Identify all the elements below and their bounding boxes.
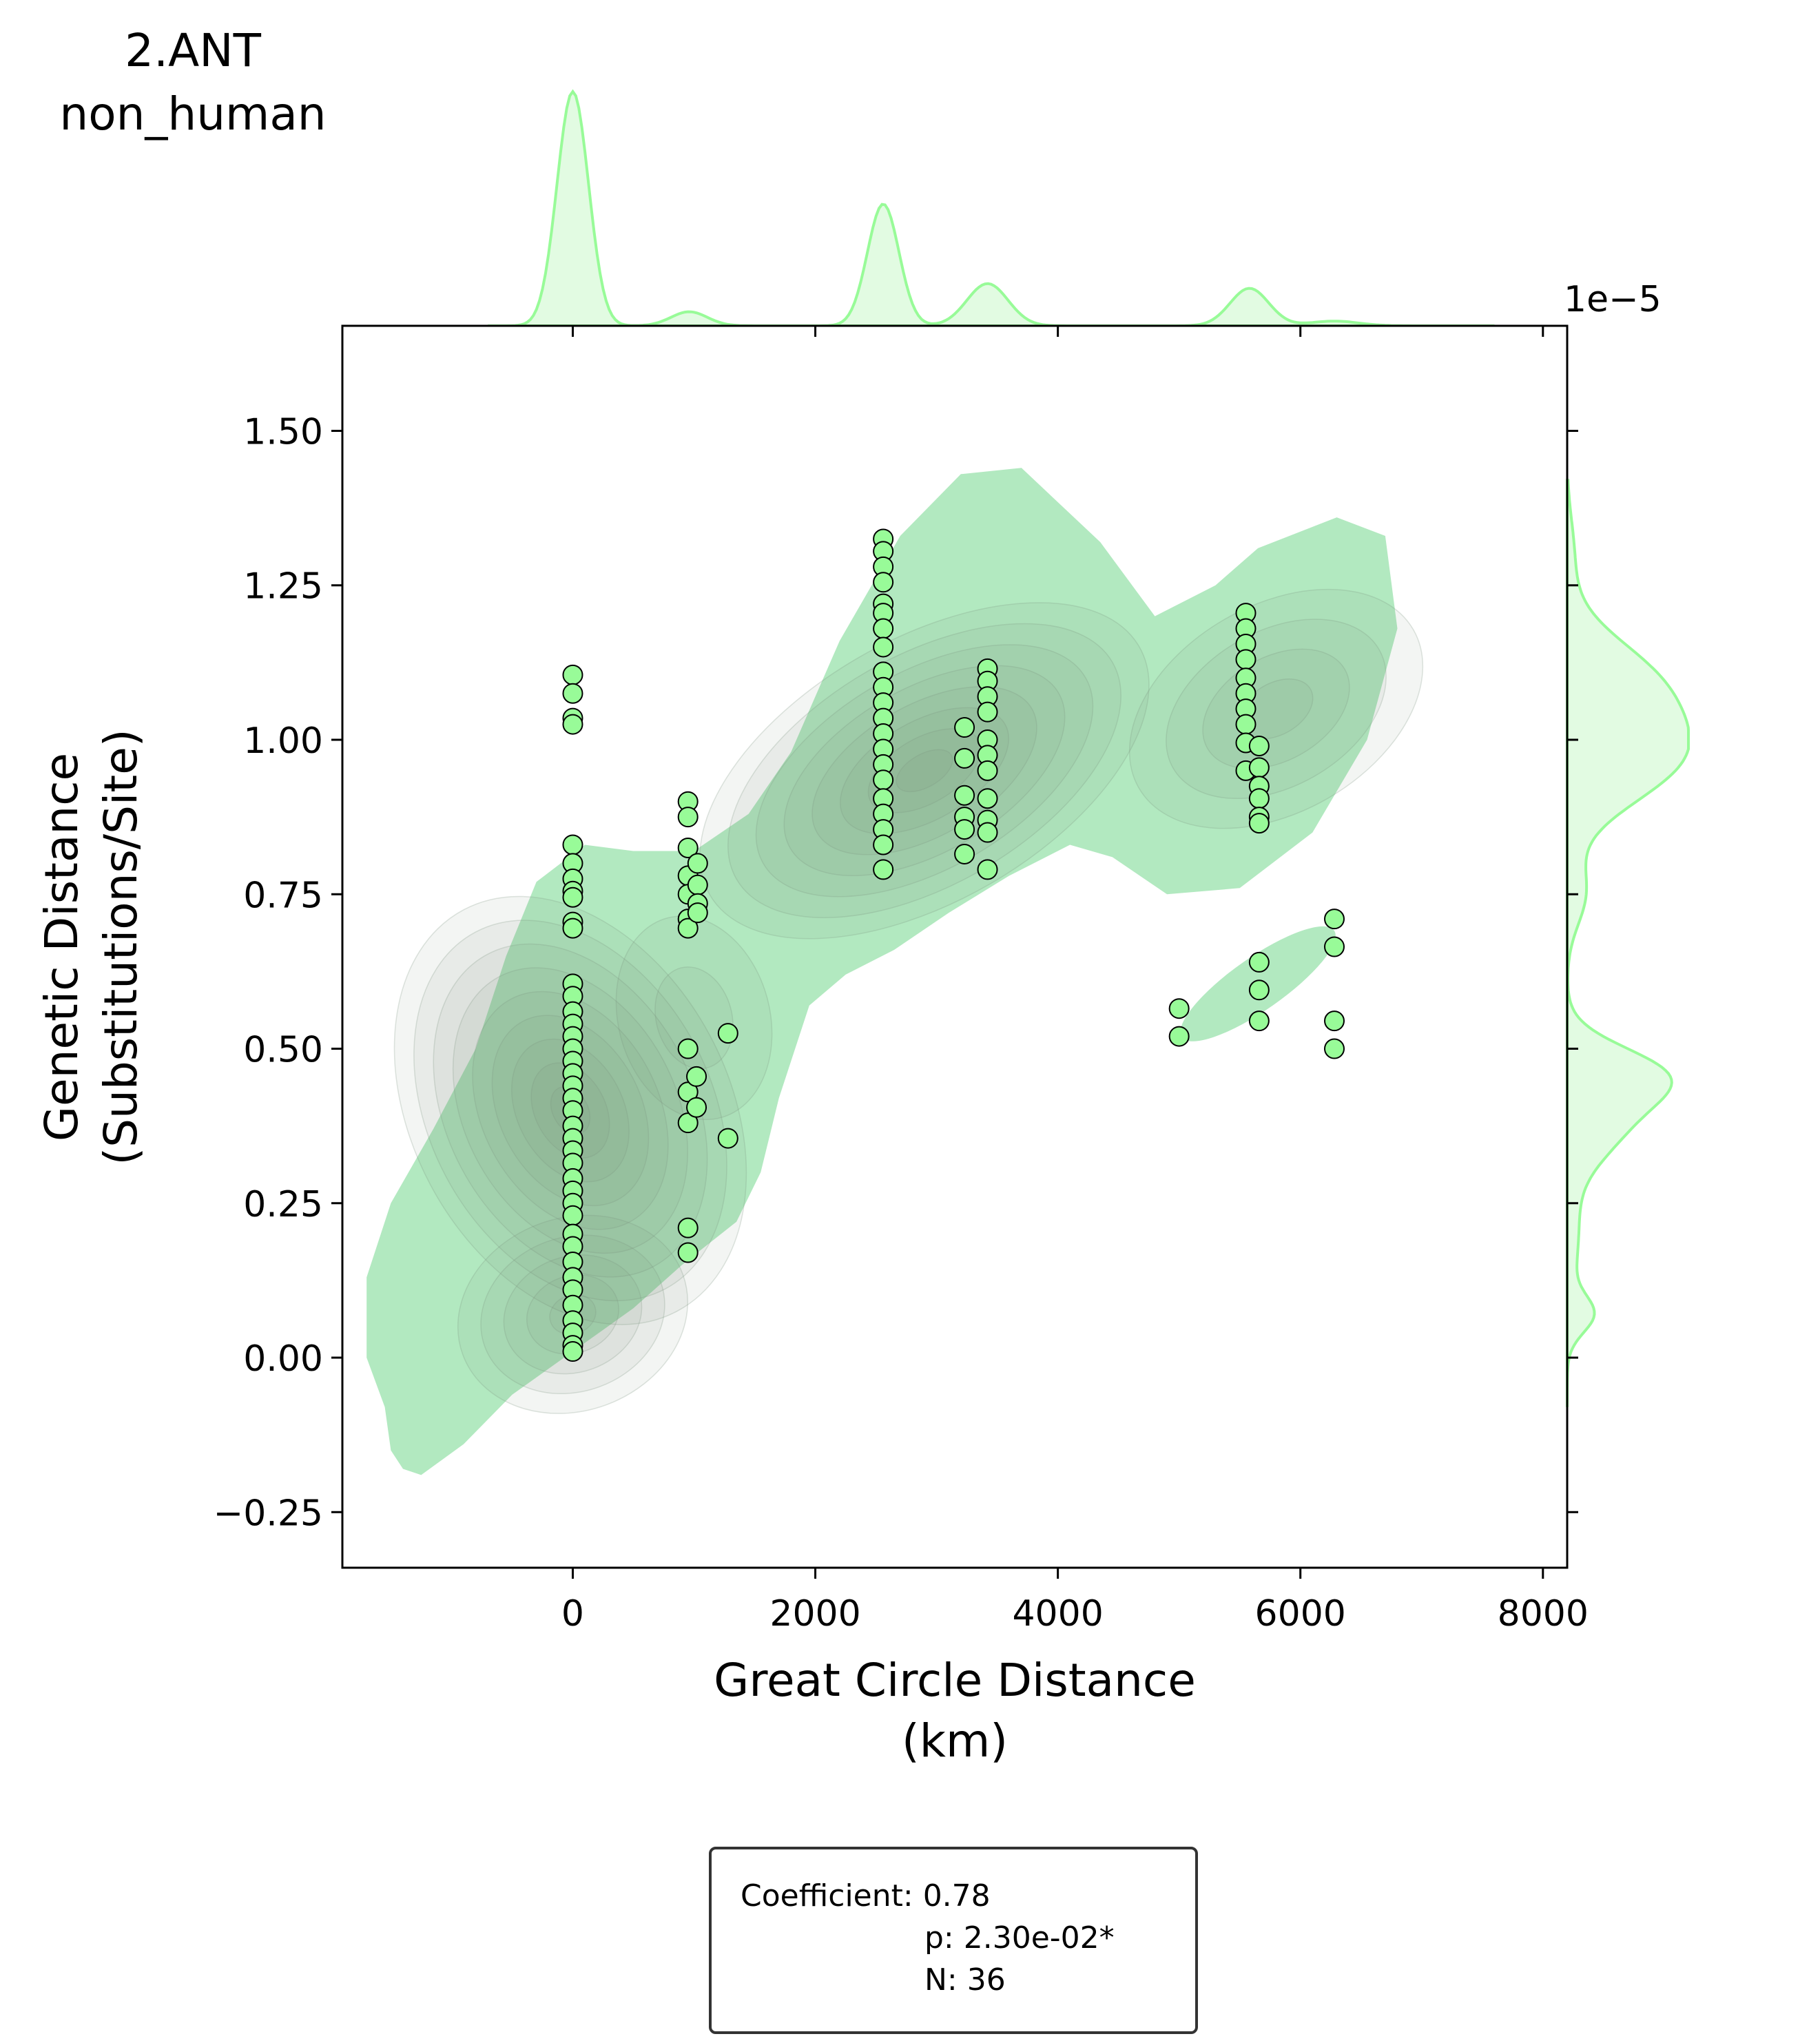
scatter-point	[1324, 936, 1345, 957]
scatter-point	[954, 717, 975, 738]
y-tick-label: 1.25	[243, 566, 323, 608]
y-tick-label: 1.50	[243, 411, 323, 453]
scatter-point	[562, 683, 583, 704]
scatter-point	[1324, 1038, 1345, 1059]
y-axis-label-line1: Genetic Distance	[35, 753, 88, 1141]
scatter-point	[677, 807, 699, 828]
scatter-point	[677, 1242, 699, 1263]
scatter-point	[687, 902, 708, 924]
scatter-point	[977, 788, 998, 809]
y-tick-label: 0.25	[243, 1184, 323, 1225]
scatter-point	[562, 714, 583, 735]
kde-contour-level	[654, 966, 734, 1070]
scatter-point	[1324, 909, 1345, 930]
scatter-point	[1168, 1026, 1190, 1047]
scatter-point	[1168, 998, 1190, 1019]
scatter-point	[717, 1023, 738, 1044]
scatter-point	[1248, 813, 1270, 834]
scatter-point	[1235, 649, 1257, 670]
scatter-point	[977, 701, 998, 723]
y-tick-label: 0.50	[243, 1030, 323, 1071]
scatter-point	[677, 837, 699, 858]
x-axis-ticks: 0 2000 4000 6000 8000	[561, 326, 1589, 1635]
y-tick-label: −0.25	[214, 1493, 323, 1534]
x-tick-label: 0	[561, 1593, 584, 1635]
top-marginal-kde	[488, 89, 1495, 326]
scatter-point	[717, 1128, 738, 1149]
scatter-point	[686, 1097, 707, 1118]
scatter-point	[977, 760, 998, 781]
scatter-point	[677, 1038, 699, 1059]
scatter-point	[954, 819, 975, 840]
scatter-point	[873, 834, 894, 855]
kde-outer-region	[366, 468, 1398, 1475]
scatter-point	[562, 1341, 583, 1362]
x-tick-label: 4000	[1012, 1593, 1103, 1635]
right-marginal-kde	[1566, 479, 1690, 1407]
scatter-point	[873, 618, 894, 639]
x-axis-label-line1: Great Circle Distance	[714, 1654, 1196, 1707]
scatter-point	[873, 572, 894, 593]
scatter-point	[977, 859, 998, 880]
scatter-point	[677, 1217, 699, 1238]
scatter-point	[954, 785, 975, 806]
scatter-point	[1248, 951, 1270, 973]
x-axis-label-line2: (km)	[902, 1714, 1008, 1767]
scatter-point	[873, 769, 894, 791]
scatter-point	[562, 886, 583, 908]
kde-density-contours	[366, 468, 1424, 1475]
scatter-point	[1248, 788, 1270, 809]
scatter-point	[1248, 757, 1270, 778]
scatter-point	[873, 636, 894, 658]
y-tick-label: 0.00	[243, 1338, 323, 1380]
scatter-point	[562, 834, 583, 855]
scatter-point	[1248, 979, 1270, 1001]
stats-p-value: p: 2.30e-02*	[924, 1920, 1115, 1956]
scatter-point	[1324, 1010, 1345, 1032]
scatter-point	[1248, 1010, 1270, 1032]
stats-coefficient: Coefficient: 0.78	[741, 1878, 991, 1914]
scatter-point	[1235, 714, 1257, 735]
stats-n: N: 36	[924, 1962, 1006, 1998]
stats-box: Coefficient: 0.78 p: 2.30e-02* N: 36	[709, 1847, 1198, 2034]
scatter-point	[1248, 735, 1270, 756]
scatter-point	[954, 843, 975, 864]
kde-contour-level	[1128, 588, 1424, 829]
scatter-point	[562, 1205, 583, 1226]
scatter-point	[562, 917, 583, 939]
y-offset-text: 1e−5	[1564, 279, 1662, 320]
scatter-point	[687, 853, 708, 874]
scatter-point	[687, 874, 708, 895]
scatter-point	[954, 747, 975, 769]
plot-frame	[341, 324, 1569, 1569]
x-tick-label: 2000	[769, 1593, 860, 1635]
x-tick-label: 8000	[1498, 1593, 1589, 1635]
kde-contour-level	[615, 915, 773, 1121]
figure-title-line2: non_human	[59, 87, 326, 141]
y-axis-label-line2: (Substitutions/Site)	[94, 729, 147, 1165]
y-axis-ticks: −0.25 0.00 0.25 0.50 0.75 1.00 1.25 1.50	[214, 411, 1578, 1534]
kde-contour-level	[699, 602, 1150, 940]
scatter-point	[977, 822, 998, 843]
figure-title-line1: 2.ANT	[125, 24, 261, 77]
y-tick-label: 0.75	[243, 875, 323, 916]
scatter-point	[677, 917, 699, 939]
y-tick-label: 1.00	[243, 720, 323, 762]
scatter-point	[562, 664, 583, 685]
scatter-point	[686, 1066, 707, 1087]
x-tick-label: 6000	[1255, 1593, 1346, 1635]
scatter-point	[873, 859, 894, 880]
scatter-points	[562, 528, 1345, 1362]
kde-contour-level	[896, 749, 953, 793]
